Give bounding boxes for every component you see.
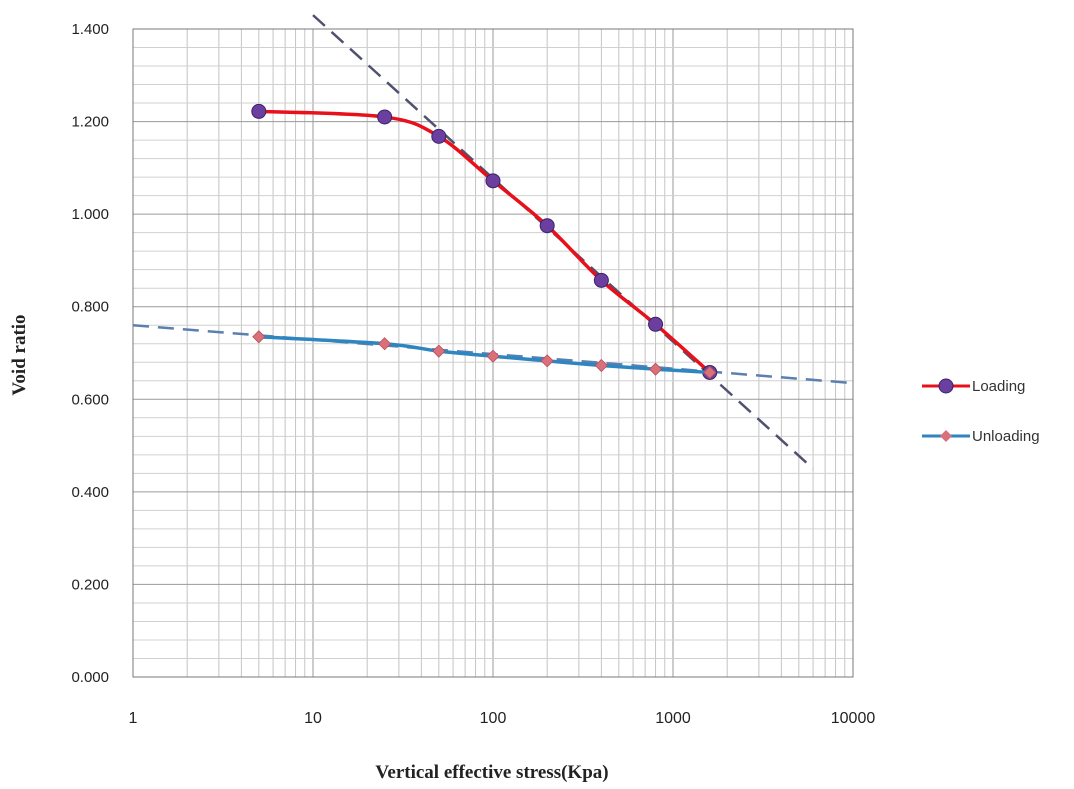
y-tick-label: 0.400: [71, 484, 109, 501]
x-tick-label: 10000: [831, 710, 876, 727]
x-tick-label: 10: [304, 710, 322, 727]
grid: [132, 28, 853, 678]
y-tick-label: 1.400: [71, 21, 109, 38]
series-loading: [251, 103, 718, 380]
y-tick-label: 1.000: [71, 206, 109, 223]
data-point: [432, 344, 446, 358]
x-tick-label: 100: [480, 710, 507, 727]
y-tick-label: 1.200: [71, 114, 109, 131]
x-tick-label: 1: [129, 710, 138, 727]
series: [251, 103, 718, 380]
axes: [132, 28, 854, 678]
data-point: [252, 330, 266, 344]
legend-entry-unloading: Unloading: [922, 428, 1040, 445]
legend-marker: [938, 378, 954, 394]
data-point: [431, 128, 447, 144]
data-point: [703, 365, 717, 380]
data-point: [540, 354, 554, 368]
y-tick-label: 0.200: [71, 576, 109, 593]
x-axis-label: Vertical effective stress(Kpa): [375, 762, 608, 783]
data-point: [593, 272, 609, 288]
y-tick-label: 0.600: [71, 391, 109, 408]
data-point: [648, 316, 664, 332]
data-point: [486, 349, 500, 363]
data-point: [377, 109, 393, 125]
plot-area-border: [132, 28, 854, 678]
data-point: [539, 218, 555, 234]
legend-marker: [940, 430, 952, 442]
legend-label: Loading: [972, 378, 1025, 395]
legend-label: Unloading: [972, 428, 1040, 445]
y-tick-label: 0.000: [71, 669, 109, 686]
y-tick-label: 0.800: [71, 299, 109, 316]
legend: Loading Unloading: [922, 378, 1040, 445]
data-point: [648, 362, 663, 376]
series-unloading: [252, 330, 717, 380]
tick-labels: 0.000 0.200 0.400 0.600 0.800 1.000 1.200 1.400…: [71, 21, 875, 727]
y-axis-label: Void ratio: [9, 314, 30, 395]
legend-entry-loading: Loading: [922, 378, 1025, 395]
data-point: [378, 337, 392, 351]
data-point: [251, 103, 267, 119]
data-point: [485, 173, 501, 189]
x-tick-label: 1000: [655, 710, 691, 727]
data-point: [594, 358, 608, 373]
